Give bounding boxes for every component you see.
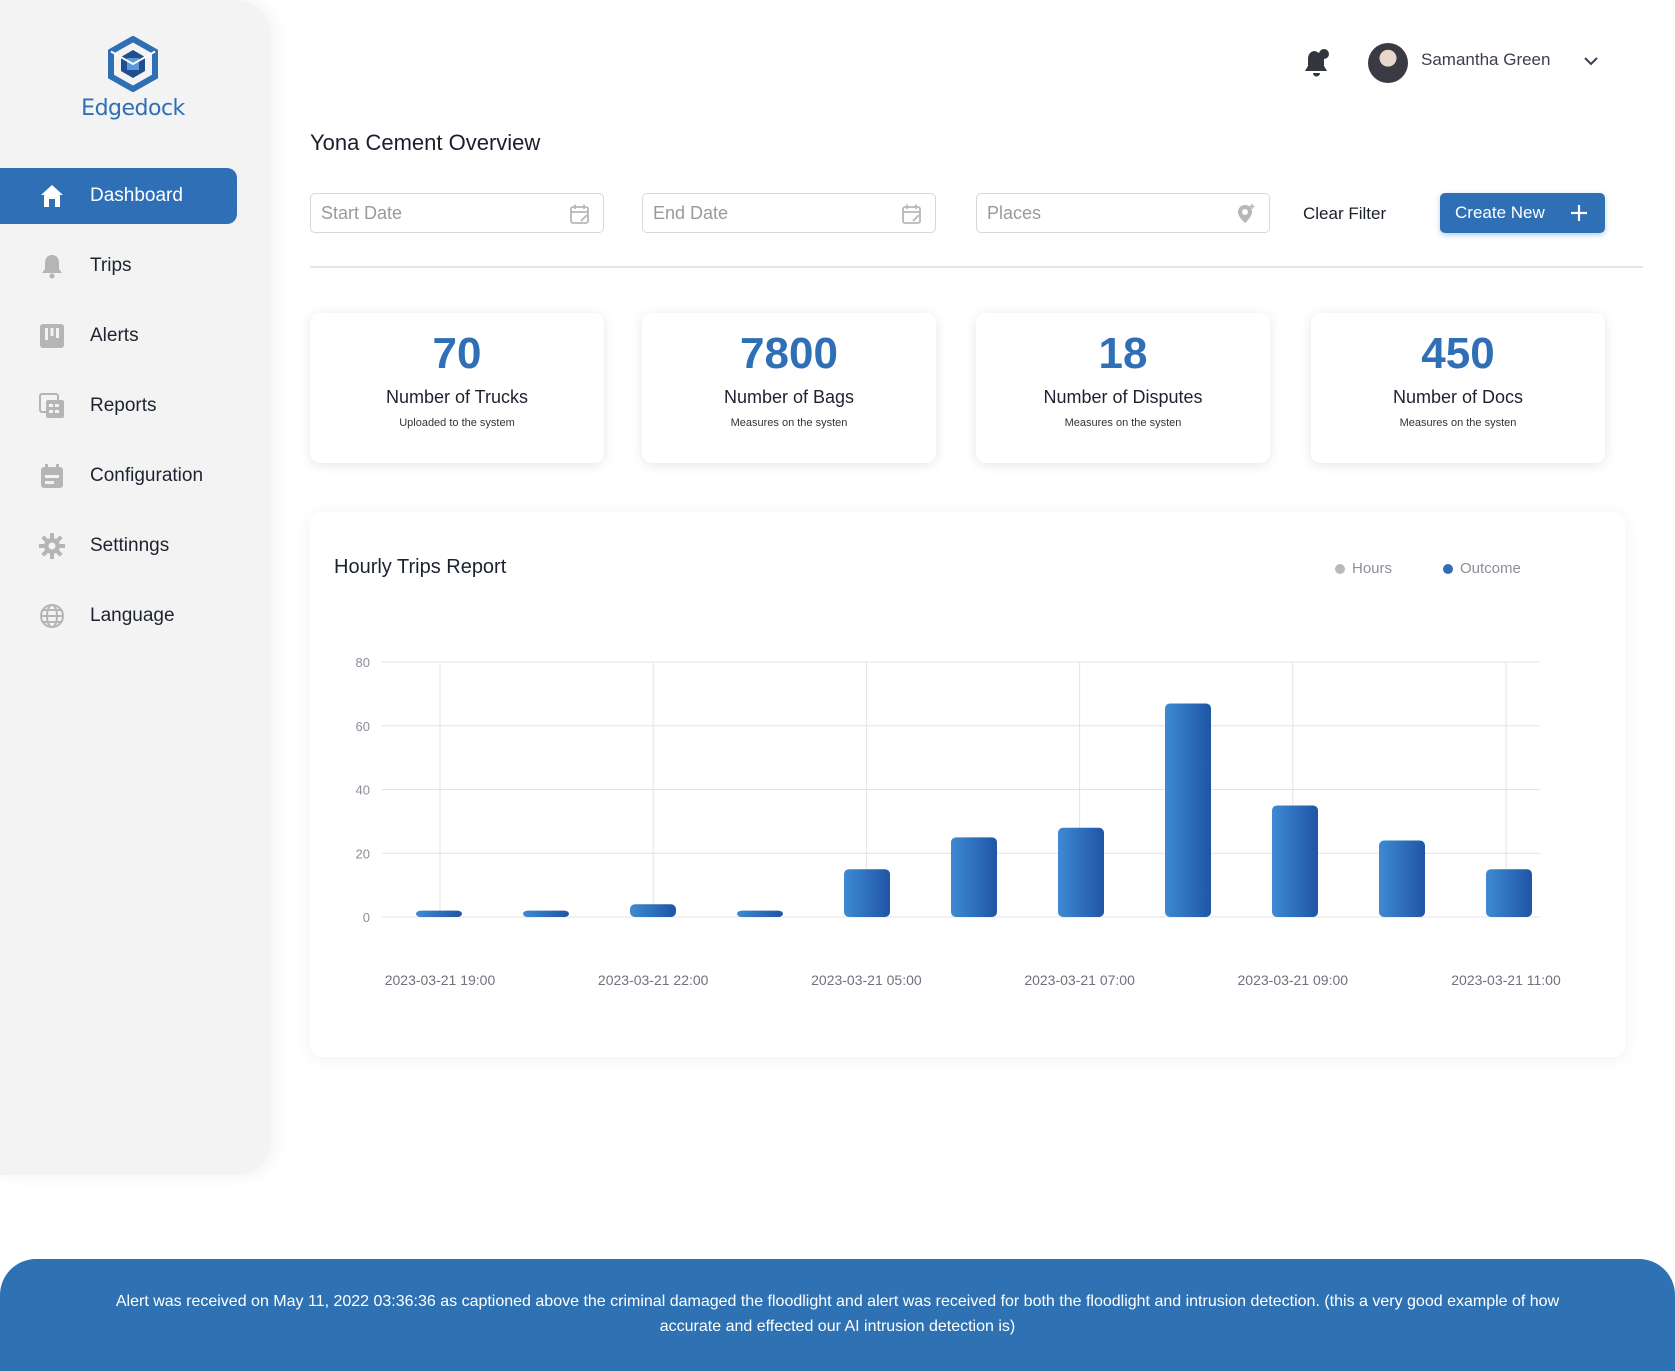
stat-card-bags: 7800 Number of Bags Measures on the syst…: [642, 313, 936, 463]
chart-bar[interactable]: [630, 904, 676, 917]
plus-icon: [1568, 202, 1590, 224]
board-icon: [38, 322, 66, 350]
user-avatar[interactable]: [1368, 43, 1408, 83]
location-pin-icon[interactable]: [1235, 203, 1257, 225]
stat-card-trucks: 70 Number of Trucks Uploaded to the syst…: [310, 313, 604, 463]
stat-value: 450: [1421, 329, 1495, 378]
stat-value: 18: [1098, 329, 1148, 378]
sidebar-item-dashboard[interactable]: Dashboard: [0, 168, 237, 224]
chart-bar[interactable]: [844, 869, 890, 917]
stat-value: 70: [432, 329, 482, 378]
reports-icon: [38, 392, 66, 420]
places-field[interactable]: [976, 193, 1270, 233]
sidebar-item-label: Dashboard: [90, 185, 183, 206]
sidebar-item-settings[interactable]: Settinngs: [0, 518, 270, 574]
sidebar-item-label: Settinngs: [90, 535, 170, 556]
alert-caption-banner: Alert was received on May 11, 2022 03:36…: [0, 1259, 1675, 1371]
start-date-field[interactable]: [310, 193, 604, 233]
x-tick-label: 2023-03-21 22:00: [598, 972, 709, 988]
y-tick-label: 60: [356, 719, 370, 734]
section-divider: [310, 266, 1643, 268]
chart-bar[interactable]: [523, 910, 569, 917]
sidebar: Edgedock Dashboard Trips Alerts Reports: [0, 0, 270, 1175]
sidebar-item-label: Language: [90, 605, 175, 626]
x-tick-label: 2023-03-21 09:00: [1238, 972, 1349, 988]
sidebar-item-label: Configuration: [90, 465, 204, 486]
user-name[interactable]: Samantha Green: [1421, 50, 1551, 69]
end-date-field[interactable]: [642, 193, 936, 233]
stat-title: Number of Disputes: [1043, 387, 1203, 407]
y-tick-label: 20: [356, 846, 370, 861]
x-tick-label: 2023-03-21 05:00: [811, 972, 922, 988]
sidebar-item-configuration[interactable]: Configuration: [0, 448, 270, 504]
start-date-input[interactable]: [321, 202, 561, 224]
y-tick-label: 80: [356, 655, 370, 670]
create-new-label: Create New: [1455, 203, 1545, 222]
sidebar-item-label: Alerts: [90, 325, 139, 346]
legend-label: Outcome: [1460, 560, 1521, 577]
chart-bar[interactable]: [416, 910, 462, 917]
brand-name: Edgedock: [81, 96, 185, 121]
edgedock-logo-icon: [108, 36, 158, 92]
stat-subtitle: Measures on the systen: [1399, 417, 1517, 429]
x-tick-label: 2023-03-21 19:00: [385, 972, 496, 988]
stat-card-disputes: 18 Number of Disputes Measures on the sy…: [976, 313, 1270, 463]
calendar-icon[interactable]: [569, 203, 591, 225]
chart-bar[interactable]: [1272, 805, 1318, 917]
sidebar-item-trips[interactable]: Trips: [0, 238, 270, 294]
legend-dot: [1335, 563, 1345, 574]
legend-dot: [1443, 563, 1453, 574]
create-new-button[interactable]: Create New: [1440, 193, 1605, 233]
chart-bar[interactable]: [737, 910, 783, 917]
home-icon: [38, 182, 66, 210]
sidebar-item-alerts[interactable]: Alerts: [0, 308, 270, 364]
sidebar-nav: Dashboard Trips Alerts Reports Configura…: [0, 168, 270, 658]
chart-bar[interactable]: [1486, 869, 1532, 917]
stat-subtitle: Uploaded to the system: [399, 417, 515, 429]
hourly-trips-chart-panel: 0 20 40 60 80 2023-03-21 19:00 2023-03-21 22:0…: [310, 512, 1625, 1057]
alert-caption-text: Alert was received on May 11, 2022 03:36…: [115, 1293, 1560, 1335]
bell-icon: [38, 252, 66, 280]
calendar-icon: [38, 462, 66, 490]
sidebar-item-label: Trips: [90, 255, 132, 276]
x-tick-label: 2023-03-21 07:00: [1024, 972, 1135, 988]
legend-item-hours[interactable]: Hours: [1335, 560, 1392, 577]
stat-subtitle: Measures on the systen: [730, 417, 848, 429]
stat-subtitle: Measures on the systen: [1064, 417, 1182, 429]
places-input[interactable]: [987, 202, 1227, 224]
clear-filter-button[interactable]: Clear Filter: [1303, 204, 1387, 223]
chart-title: Hourly Trips Report: [334, 556, 507, 578]
chart-bar[interactable]: [951, 837, 997, 917]
stat-card-docs: 450 Number of Docs Measures on the syste…: [1311, 313, 1605, 463]
legend-item-outcome[interactable]: Outcome: [1443, 560, 1521, 577]
bar-chart: 0 20 40 60 80 2023-03-21 19:00 2023-03-21 22:0…: [356, 655, 1561, 988]
stat-title: Number of Trucks: [385, 387, 529, 407]
gear-icon: [38, 532, 66, 560]
stat-title: Number of Docs: [1392, 387, 1524, 407]
sidebar-item-language[interactable]: Language: [0, 588, 270, 644]
y-tick-label: 0: [363, 910, 370, 925]
brand-logo[interactable]: Edgedock: [78, 36, 188, 121]
calendar-icon[interactable]: [901, 203, 923, 225]
sidebar-item-label: Reports: [90, 395, 157, 416]
x-tick-label: 2023-03-21 11:00: [1451, 972, 1561, 988]
globe-icon: [38, 602, 66, 630]
chart-bar[interactable]: [1379, 840, 1425, 918]
end-date-input[interactable]: [653, 202, 893, 224]
sidebar-item-reports[interactable]: Reports: [0, 378, 270, 434]
legend-label: Hours: [1352, 560, 1393, 577]
stat-value: 7800: [740, 329, 838, 378]
chevron-down-icon[interactable]: [1582, 52, 1600, 70]
stat-title: Number of Bags: [723, 387, 855, 407]
chart-bar[interactable]: [1058, 827, 1104, 917]
chart-bar[interactable]: [1165, 703, 1211, 917]
y-tick-label: 40: [356, 783, 370, 798]
notification-bell-icon[interactable]: [1300, 46, 1334, 80]
page-title: Yona Cement Overview: [310, 130, 541, 155]
